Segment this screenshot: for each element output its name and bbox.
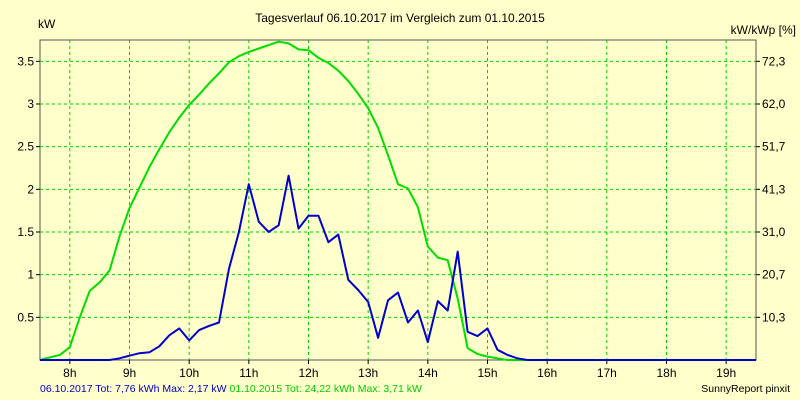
x-tick-label: 12h	[298, 366, 318, 380]
x-axis-ticks: 8h 9h 10h 11h 12h 13h 14h 15h 16h 17h 18h 19h	[63, 360, 736, 380]
grid	[40, 40, 756, 360]
footer-series-2017: 06.10.2017 Tot: 7,76 kWh Max: 2,17 kW	[40, 383, 227, 395]
y-tick-label: 0.5	[17, 310, 34, 324]
x-tick-label: 19h	[716, 366, 736, 380]
y2-tick-label: 31,0	[762, 225, 786, 239]
x-tick-label: 10h	[179, 366, 199, 380]
plot-area	[39, 39, 757, 361]
x-tick-label: 16h	[537, 366, 557, 380]
y2-tick-label: 10,3	[762, 310, 786, 324]
chart-title: Tagesverlauf 06.10.2017 im Vergleich zum…	[255, 11, 545, 25]
y2-axis-label: kW/kWp [%]	[731, 23, 796, 37]
y2-tick-label: 20,7	[762, 268, 786, 282]
series-lines	[39, 40, 756, 361]
y-tick-label: 2.5	[17, 140, 34, 154]
x-tick-label: 9h	[123, 366, 136, 380]
y-tick-label: 3	[27, 97, 34, 111]
x-tick-label: 13h	[358, 366, 378, 380]
y-tick-label: 3.5	[17, 54, 34, 68]
x-tick-label: 17h	[597, 366, 617, 380]
x-tick-label: 18h	[656, 366, 676, 380]
series-line-06-10-2017	[40, 174, 756, 361]
x-tick-label: 15h	[477, 366, 497, 380]
y2-axis-ticks: 10,3 20,7 31,0 41,3 51,7 62,0 72,3	[756, 54, 786, 324]
footer-credit: SunnyReport pinxit	[701, 383, 790, 395]
footer-totals: 06.10.2017 Tot: 7,76 kWh Max: 2,17 kW 01…	[40, 383, 422, 395]
y-tick-label: 1	[27, 268, 34, 282]
y2-tick-label: 72,3	[762, 54, 786, 68]
x-tick-label: 11h	[239, 366, 258, 380]
x-tick-label: 8h	[63, 366, 76, 380]
y2-tick-label: 62,0	[762, 97, 786, 111]
y2-tick-label: 51,7	[762, 140, 786, 154]
y2-tick-label: 41,3	[762, 182, 786, 196]
x-tick-label: 14h	[418, 366, 438, 380]
y-tick-label: 1.5	[17, 225, 34, 239]
y-axis-ticks: 0.5 1 1.5 2 2.5 3 3.5	[17, 54, 40, 324]
footer-series-2015: 01.10.2015 Tot: 24,22 kWh Max: 3,71 kW	[229, 383, 422, 395]
y-tick-label: 2	[27, 182, 34, 196]
y-axis-label: kW	[38, 17, 56, 31]
